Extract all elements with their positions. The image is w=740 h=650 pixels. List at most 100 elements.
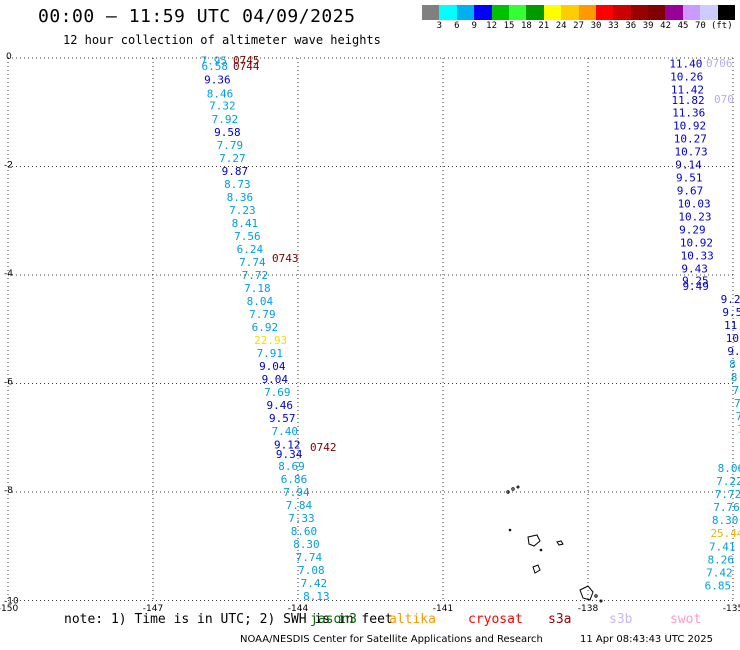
wave-height-value: 10.03 (678, 197, 711, 210)
color-scale-label: 21 (538, 21, 550, 31)
color-scale-label: 3 (436, 21, 443, 31)
wave-height-value: 7 (736, 410, 740, 423)
color-swatch (474, 5, 492, 20)
latitude-label: -10 (4, 597, 19, 607)
wave-height-value: 9.14 (675, 158, 702, 171)
wave-height-value: 7.74 (296, 551, 323, 564)
longitude-label: -141 (433, 604, 453, 614)
color-swatch (648, 5, 666, 20)
color-swatch (439, 5, 457, 20)
longitude-label: -138 (578, 604, 599, 614)
color-swatch (561, 5, 579, 20)
wave-height-value: 8.30 (712, 514, 739, 527)
wave-height-value: 9.29 (679, 223, 706, 236)
wave-height-value: 7.74 (239, 256, 266, 269)
wave-height-value: 10. (726, 332, 740, 345)
page-title: 00:00 – 11:59 UTC 04/09/2025 (38, 6, 356, 27)
color-scale-label: (ft) (710, 21, 733, 31)
color-swatch (456, 5, 475, 20)
satellite-legend-swot: swot (670, 612, 702, 627)
color-scale-label: 6 (454, 21, 460, 31)
axis-tick-labels: -150 -147 -144 -141 -138 -135 0 -2 -4 -6 -8 -10 (0, 52, 740, 614)
color-swatch (491, 5, 509, 20)
wave-height-value: 10.27 (674, 132, 707, 145)
wave-height-value: 7.79 (249, 308, 276, 321)
wave-height-value: 7.42 (301, 577, 328, 590)
wave-height-value: 7.79 (217, 139, 244, 152)
wave-height-value: 10.26 (670, 70, 703, 83)
longitude-label: -147 (143, 604, 163, 614)
color-scale-label: 70 (694, 21, 706, 31)
wave-height-value: 7.95 (201, 55, 228, 68)
page-subtitle: 12 hour collection of altimeter wave hei… (63, 33, 381, 47)
wave-height-value: 9.56 (722, 306, 740, 319)
color-scale-label: 45 (677, 21, 689, 31)
pass-time-label: 0745 (233, 54, 260, 67)
satellite-legend-s3a: s3a (548, 612, 572, 627)
latitude-label: -4 (4, 269, 13, 279)
color-scale-label: 42 (660, 21, 672, 31)
wave-height-value: 11.42 (671, 83, 704, 96)
color-scale-label: 12 (486, 21, 498, 31)
pass-time-label: 0706 (706, 57, 733, 70)
color-swatch (700, 5, 718, 20)
color-swatch (595, 5, 614, 20)
wave-height-value: 7 (732, 384, 739, 397)
color-scale-label: 18 (520, 21, 532, 31)
color-scale-label: 39 (642, 21, 654, 31)
wave-height-value: 9.36 (204, 74, 231, 87)
color-swatch (665, 5, 683, 20)
wave-height-value: 8.60 (291, 525, 318, 538)
wave-height-value: 7.72 (715, 488, 740, 501)
wave-height-value: 9.58 (214, 126, 241, 139)
wave-height-value: 9.46 (267, 399, 294, 412)
wave-height-value: 9.57 (269, 412, 296, 425)
wave-height-value: 9.04 (259, 360, 286, 373)
pass-time-label: 0742 (310, 441, 337, 454)
wave-height-value: 7.42 (706, 566, 733, 579)
wave-height-value: 8.30 (293, 538, 320, 551)
wave-height-value: 7.41 (709, 540, 736, 553)
latitude-label: -8 (4, 486, 13, 496)
satellite-legend-altika: altika (389, 612, 436, 627)
wave-height-value: 9.43 (681, 262, 708, 275)
longitude-label: -135 (723, 604, 740, 614)
credit-text: NOAA/NESDIS Center for Satellite Applica… (240, 634, 543, 645)
wave-height-value: 8 (731, 371, 738, 384)
wave-height-value: 25.44 (710, 527, 740, 540)
wave-height-value: 8.06 (718, 462, 740, 475)
wave-height-value: 8.46 (207, 87, 234, 100)
wave-height-value: 8.41 (232, 217, 259, 230)
wave-height-value: 7.22 (716, 475, 740, 488)
longitude-label: -150 (0, 604, 18, 614)
latitude-label: -6 (4, 378, 13, 388)
color-swatch (526, 5, 544, 20)
wave-height-value: 7.32 (209, 100, 236, 113)
wave-height-value: 7.76 (713, 501, 740, 514)
wave-height-value: 9.25 (682, 274, 709, 287)
wave-height-value: 10.92 (673, 119, 706, 132)
satellite-legend-jason3: jason3 (310, 612, 357, 627)
wave-height-value: 10.33 (681, 249, 714, 262)
note-text: note: 1) Time is in UTC; 2) SWH is in fe… (64, 612, 393, 627)
wave-height-value: 7.23 (229, 204, 256, 217)
wave-height-value: 6.24 (237, 243, 264, 256)
wave-height-value: 7.69 (264, 386, 291, 399)
wave-height-value: 11.82 (671, 94, 704, 107)
color-swatch (717, 5, 736, 20)
color-swatch (508, 5, 527, 20)
color-swatch (543, 5, 562, 20)
wave-height-value: 8.04 (247, 295, 274, 308)
wave-height-value: 7.27 (219, 152, 246, 165)
color-scale-legend (422, 5, 736, 20)
wave-height-value: 8.36 (227, 191, 254, 204)
wave-height-value: 7.18 (244, 282, 271, 295)
wave-height-value: 9. (727, 345, 740, 358)
wave-height-value: 9.34 (276, 448, 303, 461)
wave-height-value: 11.36 (672, 106, 705, 119)
wave-height-value: 7.72 (242, 269, 269, 282)
wave-height-value: 6.85 (705, 579, 732, 592)
color-swatch (630, 5, 649, 20)
wave-height-value: 8.26 (708, 553, 735, 566)
